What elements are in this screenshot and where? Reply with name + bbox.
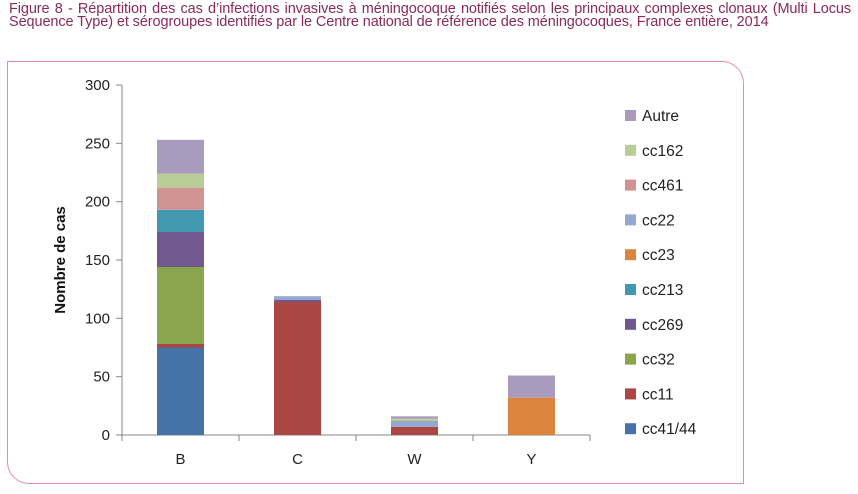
axes: 0 50 100 150 200 250 300 B C W Y — [85, 77, 591, 468]
legend-swatch-cc23 — [625, 249, 636, 261]
bar-segment-Autre — [157, 139, 204, 174]
legend-label: cc461 — [642, 178, 683, 195]
legend-label: cc41/44 — [642, 421, 697, 438]
y-tick-label: 0 — [102, 427, 110, 444]
legend-label: cc32 — [642, 352, 675, 369]
bar-segment-cc269 — [274, 299, 321, 302]
legend-label: cc162 — [642, 143, 683, 160]
bar-segment-cc23 — [508, 397, 555, 435]
legend-label: cc213 — [642, 282, 683, 299]
bar-segment-cc32 — [157, 267, 204, 344]
bar-segment-cc22 — [274, 296, 321, 300]
y-tick-label: 150 — [85, 252, 110, 269]
legend-swatch-cc269 — [625, 318, 636, 330]
y-tick-label: 100 — [85, 310, 110, 327]
bar-segment-cc22 — [391, 421, 438, 427]
bar-segment-cc11 — [274, 302, 321, 435]
legend: Autre cc162 cc461 cc22 cc23 cc213 cc269 cc32 cc1… — [625, 108, 697, 438]
legend-label: Autre — [642, 108, 679, 125]
bar-segment-cc162 — [391, 418, 438, 421]
legend-label: cc22 — [642, 212, 675, 229]
x-tick-label: W — [407, 451, 422, 468]
x-tick-label: C — [292, 451, 303, 468]
y-tick-label: 300 — [85, 77, 110, 94]
legend-label: cc269 — [642, 317, 683, 334]
bar-segment-cc461 — [157, 187, 204, 210]
legend-swatch-cc41/44 — [625, 423, 636, 435]
y-tick-label: 50 — [93, 369, 110, 386]
y-axis-label: Nombre de cas — [52, 206, 69, 314]
bar-segment-cc213 — [157, 209, 204, 232]
bar-segment-Autre — [508, 375, 555, 398]
bar-segment-cc162 — [157, 173, 204, 188]
legend-label: cc23 — [642, 247, 675, 264]
legend-swatch-cc11 — [625, 388, 636, 400]
figure-caption: Figure 8 - Répartition des cas d’infecti… — [9, 1, 851, 30]
legend-swatch-cc22 — [625, 214, 636, 226]
legend-label: cc11 — [642, 386, 674, 403]
bar-segment-Autre — [391, 416, 438, 419]
legend-swatch-cc461 — [625, 179, 636, 191]
bars — [157, 139, 555, 435]
legend-swatch-Autre — [625, 110, 636, 121]
y-tick-label: 250 — [85, 135, 110, 152]
legend-swatch-cc32 — [625, 353, 636, 365]
bar-segment-cc11 — [157, 344, 204, 348]
x-tick-label: B — [175, 451, 185, 468]
chart-frame — [7, 61, 744, 484]
y-tick-label: 200 — [85, 194, 110, 211]
x-tick-label: Y — [526, 451, 536, 468]
bar-segment-cc11 — [391, 426, 438, 435]
bar-segment-cc269 — [157, 232, 204, 267]
legend-swatch-cc162 — [625, 144, 636, 156]
legend-swatch-cc213 — [625, 284, 636, 295]
bar-segment-cc41/44 — [157, 347, 204, 435]
